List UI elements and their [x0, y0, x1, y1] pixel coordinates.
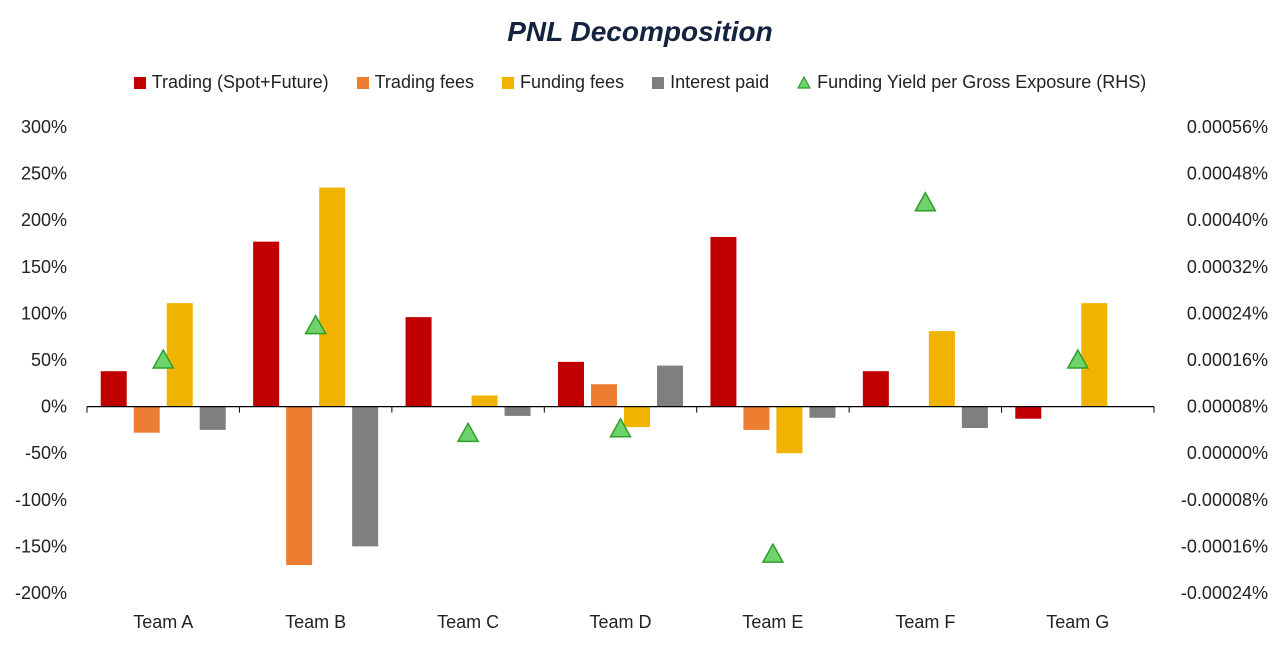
bar-trading-fees [743, 406, 770, 430]
y-right-tick-label: 0.00024% [1187, 303, 1268, 323]
bar-funding-fees [1081, 303, 1108, 407]
y-left-tick-label: 300% [21, 117, 67, 137]
y-left-tick-label: -50% [25, 443, 67, 463]
y-right-tick-label: 0.00048% [1187, 164, 1268, 184]
legend-label-trading-fees: Trading fees [374, 72, 474, 92]
y-right-tick-label: 0.00000% [1187, 443, 1268, 463]
bar-funding-fees [928, 331, 955, 407]
x-category-label: Team E [742, 612, 803, 632]
bar-interest-paid [809, 406, 836, 418]
bar-trading-fees [133, 406, 160, 433]
bar-trading-spot-future [253, 241, 280, 407]
y-right-tick-label: -0.00016% [1181, 536, 1268, 556]
legend-item-trading: Trading (Spot+Future) [133, 72, 329, 93]
y-right-tick-label: -0.00024% [1181, 583, 1268, 603]
bar-interest-paid [352, 406, 379, 547]
bar-funding-fees [776, 406, 803, 454]
x-category-label: Team C [437, 612, 499, 632]
y-left-tick-label: -100% [15, 490, 67, 510]
bar-trading-fees [286, 406, 313, 566]
bar-trading-spot-future [100, 371, 127, 407]
chart-title: PNL Decomposition [507, 16, 773, 47]
funding-yield-marker [151, 348, 175, 369]
chart-legend: Trading (Spot+Future) Trading fees Fundi… [0, 72, 1280, 93]
legend-label-funding-fees: Funding fees [520, 72, 625, 92]
y-left-tick-label: -200% [15, 583, 67, 603]
y-right-tick-label: 0.00016% [1187, 350, 1268, 370]
legend-swatch-interest-paid [652, 76, 665, 89]
bar-trading-spot-future [1015, 406, 1042, 419]
bar-funding-fees [471, 395, 498, 407]
y-right-tick-label: 0.00008% [1187, 397, 1268, 417]
x-category-label: Team G [1046, 612, 1109, 632]
bar-interest-paid [199, 406, 226, 430]
y-left-tick-label: 50% [31, 350, 67, 370]
y-right-tick-label: 0.00056% [1187, 117, 1268, 137]
legend-label-trading: Trading (Spot+Future) [151, 72, 329, 92]
legend-item-interest-paid: Interest paid [652, 72, 769, 93]
y-right-tick-label: -0.00008% [1181, 490, 1268, 510]
legend-triangle-icon [797, 76, 812, 89]
funding-yield-marker [914, 191, 937, 212]
y-right-tick-label: 0.00032% [1187, 257, 1268, 277]
y-left-tick-label: 100% [21, 303, 67, 323]
bar-trading-spot-future [405, 317, 432, 407]
funding-yield-marker [609, 417, 632, 438]
legend-swatch-trading [133, 76, 146, 89]
bar-interest-paid [961, 406, 988, 429]
legend-swatch-trading-fees [356, 76, 369, 89]
x-category-label: Team A [133, 612, 193, 632]
legend-item-funding-fees: Funding fees [502, 72, 624, 93]
y-right-tick-label: 0.00040% [1187, 210, 1268, 230]
funding-yield-marker [1066, 348, 1090, 369]
bar-interest-paid [657, 365, 683, 407]
funding-yield-marker [456, 421, 480, 443]
y-left-tick-label: 200% [21, 210, 67, 230]
x-category-label: Team F [895, 612, 955, 632]
bar-funding-fees [624, 406, 650, 428]
bar-trading-spot-future [862, 371, 889, 407]
y-left-tick-label: 250% [21, 164, 67, 184]
bar-interest-paid [504, 406, 531, 416]
legend-item-funding-yield: Funding Yield per Gross Exposure (RHS) [797, 72, 1146, 93]
bar-trading-spot-future [558, 361, 584, 407]
bar-trading-spot-future [710, 236, 737, 407]
x-category-label: Team D [589, 612, 651, 632]
legend-label-interest-paid: Interest paid [670, 72, 770, 92]
y-left-tick-label: 0% [41, 397, 67, 417]
legend-swatch-funding-fees [502, 76, 514, 89]
legend-item-trading-fees: Trading fees [356, 72, 474, 93]
y-left-tick-label: -150% [15, 536, 67, 556]
legend-label-funding-yield: Funding Yield per Gross Exposure (RHS) [817, 72, 1147, 92]
bar-funding-fees [166, 303, 193, 407]
y-left-tick-label: 150% [21, 257, 67, 277]
bar-funding-fees [319, 187, 346, 407]
x-category-label: Team B [285, 612, 346, 632]
funding-yield-marker [304, 314, 327, 335]
funding-yield-marker [761, 542, 785, 563]
bar-trading-fees [591, 384, 617, 407]
